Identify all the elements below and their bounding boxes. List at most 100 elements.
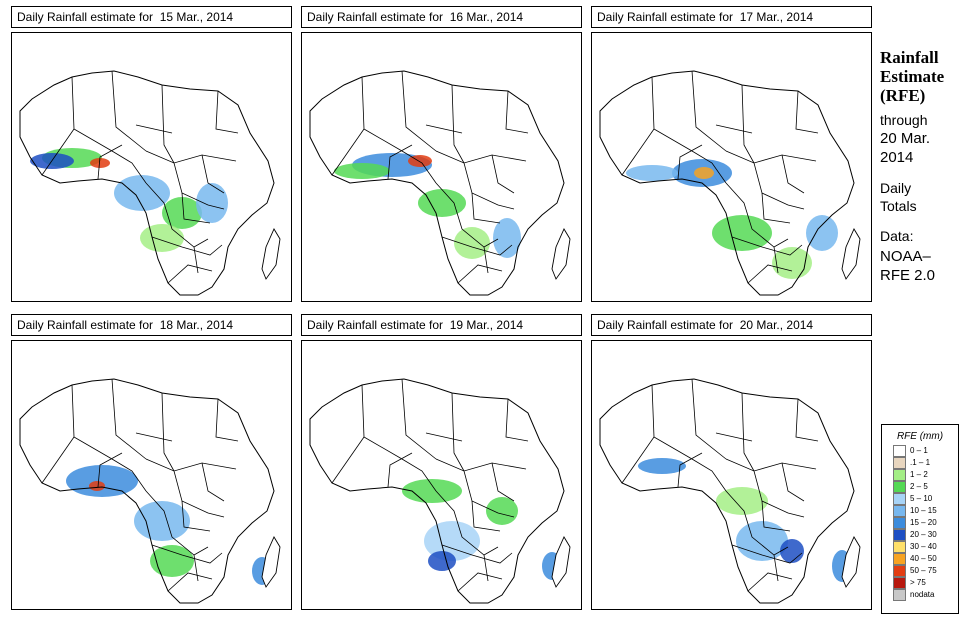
country-border bbox=[463, 162, 515, 210]
legend-swatch bbox=[893, 541, 906, 553]
legend-swatch bbox=[893, 553, 906, 565]
map-panel-4: Daily Rainfall estimate for 18 Mar., 201… bbox=[11, 314, 294, 610]
country-border bbox=[425, 124, 463, 134]
legend-item: 0 – 1 bbox=[893, 445, 958, 457]
africa-landmass bbox=[600, 71, 854, 295]
rainfall-area bbox=[66, 465, 138, 497]
title-line: (RFE) bbox=[880, 86, 926, 105]
country-border bbox=[715, 432, 753, 442]
country-border bbox=[41, 436, 75, 484]
rainfall-area bbox=[493, 218, 521, 258]
coastline bbox=[309, 70, 565, 296]
rainfall-map bbox=[11, 340, 292, 610]
country-border bbox=[795, 398, 819, 442]
legend-item: 30 – 40 bbox=[893, 541, 958, 553]
coastline bbox=[19, 70, 275, 296]
africa-map-drawing bbox=[19, 70, 281, 296]
country-border bbox=[173, 162, 225, 210]
country-border bbox=[731, 236, 803, 256]
country-border bbox=[795, 90, 819, 134]
data-source: NOAA– RFE 2.0 bbox=[880, 247, 965, 285]
legend-label: 10 – 15 bbox=[910, 506, 937, 515]
country-border bbox=[201, 154, 225, 194]
rainfall-area bbox=[90, 158, 110, 168]
country-border bbox=[483, 246, 489, 274]
africa-landmass bbox=[310, 71, 564, 295]
panel-title: Daily Rainfall estimate for 16 Mar., 201… bbox=[301, 6, 582, 28]
rainfall-map bbox=[301, 32, 582, 302]
rainfall-area bbox=[694, 167, 714, 179]
africa-map-drawing bbox=[599, 70, 861, 296]
madagascar bbox=[551, 228, 571, 280]
country-border bbox=[435, 150, 527, 164]
country-border bbox=[457, 572, 503, 592]
coastline bbox=[19, 378, 275, 604]
madagascar bbox=[551, 536, 571, 588]
country-border bbox=[435, 458, 527, 472]
coastline bbox=[309, 378, 565, 604]
country-border bbox=[181, 192, 211, 224]
rainfall-area bbox=[89, 481, 105, 491]
rainfall-area bbox=[150, 545, 194, 577]
country-border bbox=[331, 128, 365, 176]
country-border bbox=[111, 150, 147, 184]
country-border bbox=[781, 154, 805, 194]
country-border bbox=[111, 70, 147, 152]
country-border bbox=[151, 544, 223, 564]
product-title: Rainfall Estimate (RFE) bbox=[880, 48, 965, 105]
totals-line: Totals bbox=[880, 198, 917, 214]
legend-swatch bbox=[893, 445, 906, 457]
rainfall-area bbox=[334, 163, 390, 179]
madagascar bbox=[261, 536, 281, 588]
rainfall-map bbox=[591, 32, 872, 302]
legend-item: > 75 bbox=[893, 577, 958, 589]
legend-item: 2 – 5 bbox=[893, 481, 958, 493]
legend-title: RFE (mm) bbox=[896, 431, 944, 442]
country-border bbox=[761, 192, 791, 224]
country-border bbox=[215, 398, 239, 442]
legend-label: .1 – 1 bbox=[910, 458, 931, 467]
country-border bbox=[435, 182, 499, 248]
africa-map-drawing bbox=[599, 378, 861, 604]
rainfall-area bbox=[402, 479, 462, 503]
legend-swatch bbox=[893, 589, 906, 601]
country-border bbox=[747, 572, 793, 592]
rainfall-area bbox=[486, 497, 518, 525]
map-panel-3: Daily Rainfall estimate for 17 Mar., 201… bbox=[591, 6, 874, 302]
country-border bbox=[491, 462, 515, 502]
country-border bbox=[145, 150, 237, 164]
country-border bbox=[401, 150, 437, 184]
legend-swatch bbox=[893, 517, 906, 529]
through-label: through bbox=[880, 112, 928, 128]
rainfall-area bbox=[134, 501, 190, 541]
rainfall-map bbox=[11, 32, 292, 302]
rainfall-area bbox=[114, 175, 170, 211]
rainfall-area bbox=[638, 458, 686, 474]
legend-swatch bbox=[893, 565, 906, 577]
title-line: Rainfall bbox=[880, 48, 939, 67]
rainfall-area bbox=[418, 189, 466, 217]
country-border bbox=[111, 378, 147, 460]
country-border bbox=[441, 544, 513, 564]
madagascar bbox=[841, 228, 861, 280]
africa-map-drawing bbox=[309, 70, 571, 296]
country-border bbox=[451, 392, 465, 472]
map-panel-6: Daily Rainfall estimate for 20 Mar., 201… bbox=[591, 314, 874, 610]
legend-swatch bbox=[893, 469, 906, 481]
country-border bbox=[145, 490, 209, 556]
country-border bbox=[677, 144, 703, 180]
country-border bbox=[41, 128, 75, 176]
end-date-line: 2014 bbox=[880, 149, 914, 166]
rainfall-area bbox=[772, 247, 812, 279]
country-border bbox=[135, 124, 173, 134]
legend-item: nodata bbox=[893, 589, 958, 601]
legend-label: nodata bbox=[910, 590, 935, 599]
country-border bbox=[387, 144, 413, 180]
rainfall-area bbox=[162, 197, 202, 229]
country-border bbox=[145, 182, 209, 248]
country-border bbox=[97, 144, 123, 180]
country-border bbox=[753, 162, 805, 210]
africa-map-drawing bbox=[309, 378, 571, 604]
country-border bbox=[753, 470, 805, 518]
totals-description: Daily Totals bbox=[880, 179, 965, 215]
